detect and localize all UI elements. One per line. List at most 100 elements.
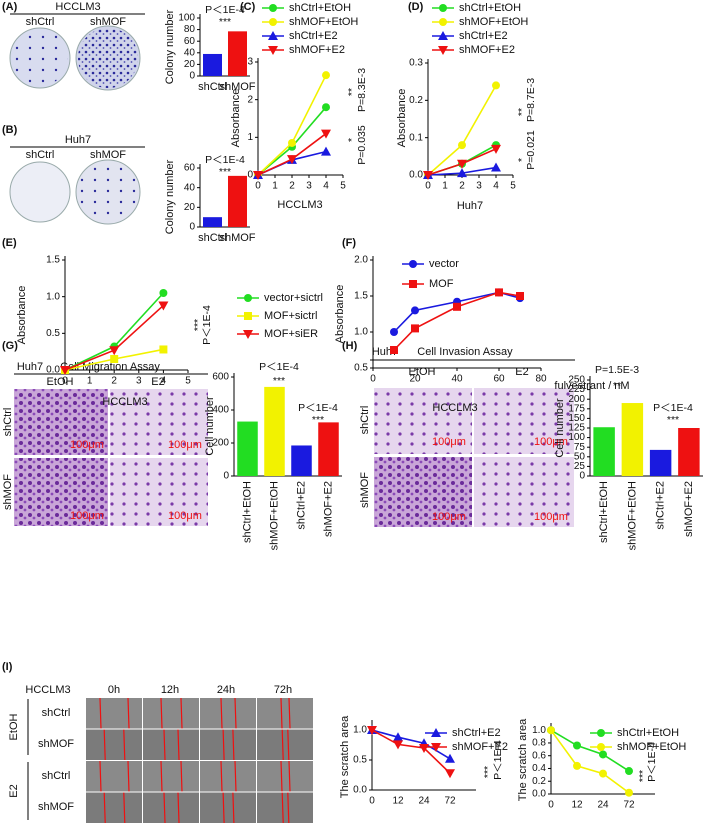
series-line — [371, 729, 451, 760]
marker — [431, 728, 441, 737]
x-tick-label: 4 — [493, 181, 499, 192]
annotation: P＜1E-4 — [653, 402, 693, 414]
legend-label: shCtrl+EtOH — [289, 2, 351, 14]
colony-images: HCCLM3 shCtrl shMOF Huh7 shCtrl shMOF — [9, 1, 145, 225]
scratch-edge — [103, 792, 106, 824]
scratch-image — [200, 792, 256, 823]
x-tick-label: 0 — [369, 796, 375, 807]
marker — [457, 159, 467, 169]
micrograph — [110, 458, 208, 526]
marker — [411, 324, 419, 333]
marker — [423, 171, 433, 180]
x-tick-label: 3 — [306, 181, 312, 192]
scale-bar: 100μm — [168, 510, 202, 522]
dish — [78, 28, 138, 88]
bar — [649, 449, 672, 476]
x-tick-label: 20 — [409, 374, 421, 385]
scratch-image — [200, 698, 256, 729]
marker — [547, 726, 555, 735]
bar — [678, 428, 700, 476]
scratch-edge — [160, 760, 163, 792]
scratch-images: HCCLM3 0h 12h 24h 72h EtOH E2 shCtrl shM… — [8, 684, 313, 824]
x-tick-label: 0 — [370, 374, 376, 385]
marker — [159, 289, 168, 297]
panel-label: (G) — [2, 340, 18, 352]
annotation: ** — [346, 88, 358, 96]
legend-label: shMOF+EtOH — [289, 16, 358, 28]
y-tick-label: 1.5 — [354, 291, 368, 302]
y-tick-label: 0.0 — [46, 365, 60, 376]
panel-label: (E) — [2, 237, 17, 249]
marker — [288, 138, 296, 147]
scratch-edge — [288, 697, 291, 729]
scratch-edge — [127, 697, 130, 729]
y-tick-label: 0.6 — [532, 750, 546, 761]
x-tick-label: shMOF — [219, 81, 255, 93]
x-tick-label: 4 — [323, 181, 329, 192]
x-tick-label: 40 — [451, 374, 463, 385]
annotation: P＜1E-4 — [205, 154, 245, 166]
image-title: Cell Invasion Assay — [417, 346, 513, 358]
y-tick-label: 75 — [574, 442, 586, 453]
x-tick-label: shMOF+E2 — [683, 481, 695, 537]
marker — [244, 294, 252, 302]
x-tick-label: shMOF+EtOH — [268, 481, 280, 550]
x-tick-label: 2 — [289, 181, 295, 192]
scratch-edge — [220, 760, 223, 792]
x-tick-label: 72 — [444, 796, 456, 807]
group-label: E2 — [8, 784, 20, 797]
bar — [228, 175, 247, 227]
marker — [321, 129, 331, 139]
panel-label: (B) — [2, 124, 18, 136]
scratch-edge — [180, 697, 183, 729]
scratch-edge — [232, 792, 235, 824]
y-axis-label: Cell number — [554, 398, 566, 458]
x-tick-label: shCtrl — [198, 232, 227, 244]
marker — [453, 302, 461, 311]
scratch-image — [86, 761, 142, 792]
micrograph — [474, 457, 574, 527]
x-tick-label: 0 — [62, 376, 68, 387]
time-label: 24h — [217, 684, 235, 696]
marker — [625, 767, 633, 776]
y-tick-label: 2.0 — [354, 255, 368, 266]
dish — [12, 30, 68, 86]
marker — [60, 366, 70, 375]
x-tick-label: shCtrl+E2 — [295, 481, 307, 530]
marker — [268, 31, 278, 40]
marker — [393, 740, 403, 750]
y-tick-label: 0 — [579, 471, 585, 482]
bar — [318, 422, 339, 476]
micrograph — [14, 389, 108, 455]
legend-label: vector+sictrl — [264, 292, 323, 304]
x-tick-label: 0 — [425, 181, 431, 192]
bar — [593, 427, 615, 476]
marker — [438, 46, 448, 55]
column-label: E2 — [515, 366, 528, 378]
scratch-image — [86, 729, 142, 760]
y-tick-label: 40 — [184, 182, 196, 193]
scratch-edge — [180, 760, 183, 792]
x-tick-label: 0 — [548, 800, 554, 811]
scratch-image — [257, 792, 313, 823]
legend-label: shMOF+EtOH — [459, 16, 528, 28]
scratch-image — [143, 729, 199, 760]
scratch-image — [200, 761, 256, 792]
marker — [390, 346, 398, 354]
scale-bar: 100μm — [70, 510, 104, 522]
scratch-image — [143, 792, 199, 823]
annotation: P=8.3E-3 — [356, 68, 368, 112]
time-label: 72h — [274, 684, 292, 696]
column-label: EtOH — [47, 376, 74, 388]
y-tick-label: 0.1 — [409, 132, 423, 143]
scratch-image — [143, 698, 199, 729]
y-tick-label: 200 — [568, 394, 585, 405]
marker — [109, 346, 120, 356]
bar — [264, 386, 285, 476]
legend-label: shMOF+E2 — [452, 741, 508, 753]
marker — [597, 743, 605, 751]
image-title: Huh7 — [65, 134, 91, 146]
annotation: * — [346, 138, 358, 142]
x-tick-label: shCtrl — [198, 81, 227, 93]
migration-images: Huh7 Cell Migration Assay EtOH E2 shCtrl… — [2, 361, 208, 526]
